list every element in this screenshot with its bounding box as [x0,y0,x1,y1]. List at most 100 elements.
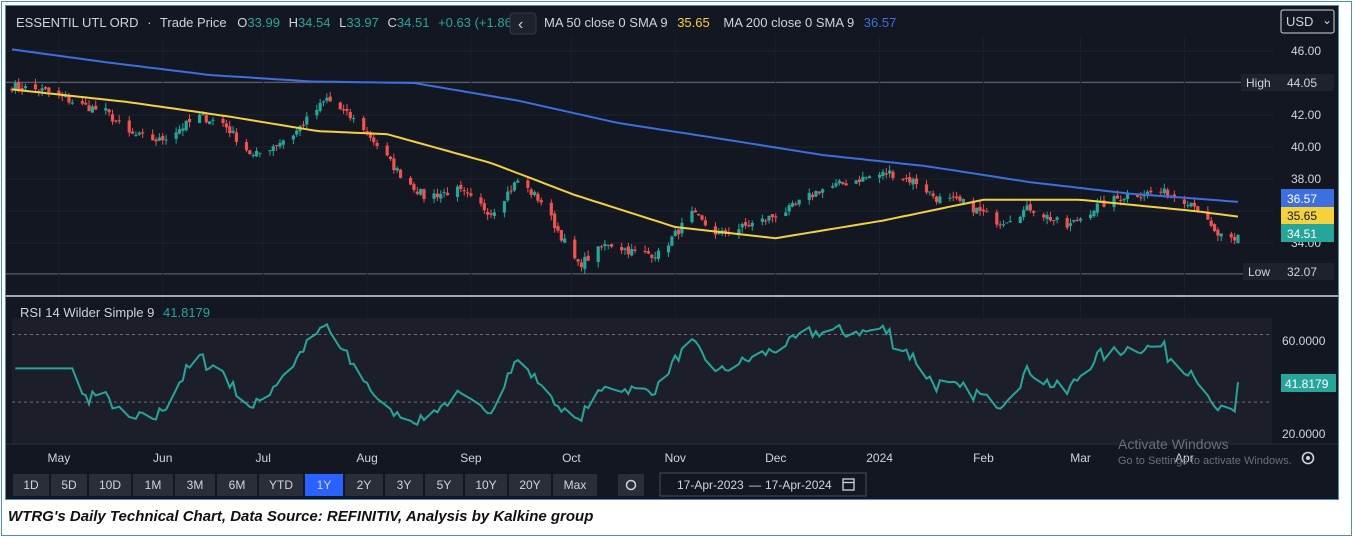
candle [1078,217,1083,223]
candle [539,197,543,206]
open-label: O [237,15,247,30]
candle [1216,227,1220,242]
range-button-1y[interactable]: 1Y [305,474,343,496]
candles[interactable] [10,78,1240,275]
collapse-legend-icon: ‹ [518,16,523,33]
range-button-label: Max [564,478,587,492]
candle [703,216,707,227]
candle [117,115,121,124]
range-button-10y[interactable]: 10Y [465,474,507,496]
range-button-5d[interactable]: 5D [51,474,87,496]
range-button-6m[interactable]: 6M [217,474,257,496]
candle [774,213,778,223]
candle [365,127,369,136]
candle [516,178,520,183]
candle [643,245,647,254]
candle [412,181,416,193]
candle [469,187,473,198]
candle [1075,216,1079,222]
collapse-legend-button[interactable]: ‹ [509,12,537,35]
gear-icon [625,479,637,491]
candle [673,228,677,237]
high-tag-value: 44.05 [1287,76,1317,90]
month-label-jun: Jun [153,451,172,465]
candle [831,182,835,189]
candle [1125,189,1130,203]
currency-select[interactable]: USD ⌄ [1280,9,1335,34]
candle [740,222,744,233]
candle [328,91,332,102]
range-button-5y[interactable]: 5Y [425,474,463,496]
candle [234,128,239,146]
rsi-value-tag: 41.8179 [1281,374,1336,392]
candle [948,193,952,202]
candle [1052,219,1056,226]
candle [646,247,651,255]
candle [834,179,838,188]
candle [1089,209,1093,221]
range-button-3y[interactable]: 3Y [385,474,423,496]
candle [938,193,942,204]
ma50-tag-value: 35.65 [1287,209,1317,223]
chart-header: ESSENTIL UTL ORD · Trade Price O33.99 H3… [16,15,528,30]
range-button-ytd[interactable]: YTD [259,474,303,496]
change-value: +0.63 (+1.86%) [438,15,528,30]
candle [837,178,841,186]
candle [666,242,671,258]
month-label-jul: Jul [256,451,271,465]
candle [700,214,704,221]
candle [951,191,955,202]
range-button-max[interactable]: Max [553,474,597,496]
candle [362,115,366,133]
rsi-tick-60: 60.0000 [1282,334,1326,348]
candle [348,108,352,121]
ma50-line[interactable] [11,88,1239,240]
candle [57,87,61,99]
ma200-line[interactable] [11,48,1239,203]
range-button-1m[interactable]: 1M [133,474,173,496]
ma200-tag: 36.57 [1281,189,1334,207]
candle [492,208,496,220]
range-button-3m[interactable]: 3M [175,474,215,496]
last-price-tag: 34.51 [1281,224,1334,242]
candle [586,250,590,262]
candle [532,190,537,197]
date-to: 17-Apr-2024 [765,478,832,492]
settings-button[interactable] [1301,451,1315,465]
calendar-icon[interactable] [842,478,855,491]
range-button-label: YTD [269,478,293,492]
candle [599,244,604,251]
candle [110,109,115,125]
candle [459,180,463,193]
candle [281,139,285,149]
range-settings-button[interactable] [618,474,644,496]
date-range-input[interactable]: 17-Apr-2023 — 17-Apr-2024 [659,472,867,497]
candle [164,134,168,145]
candle [208,121,212,125]
time-axis[interactable]: May Jun Jul Aug Sep Oct Nov Dec 2024 Feb Mar Apr [48,451,1194,465]
candle [1008,215,1012,223]
rsi-line[interactable] [15,322,1239,427]
chevron-down-icon: ⌄ [1322,13,1332,27]
range-selector[interactable]: 1D 5D 10D 1M 3M 6M YTD 1Y 2Y 3Y 5Y 10Y 20Y Max [13,474,597,496]
gear-icon [1301,451,1315,465]
candle [439,190,443,203]
range-button-10d[interactable]: 10D [89,474,131,496]
candle [596,246,600,268]
range-button-label: 3M [187,478,204,492]
candle [161,133,165,145]
candle [87,100,91,112]
candle [1219,233,1223,242]
range-button-2y[interactable]: 2Y [345,474,383,496]
candle [908,172,912,186]
candle [291,134,295,145]
candle [1072,219,1076,224]
price-type: Trade Price [160,15,227,30]
low-label: L [339,15,346,30]
range-button-label: 3Y [397,478,412,492]
range-button-1d[interactable]: 1D [13,474,49,496]
candle [958,194,962,203]
candle [573,235,577,260]
range-button-20y[interactable]: 20Y [509,474,551,496]
